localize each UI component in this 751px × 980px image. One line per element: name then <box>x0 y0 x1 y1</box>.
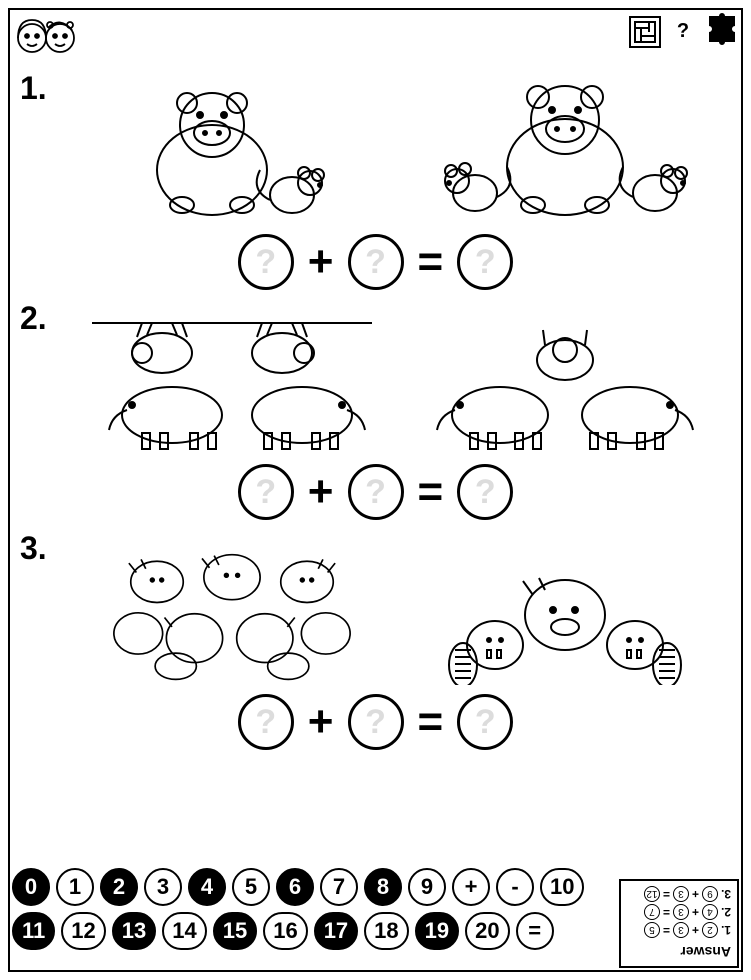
header: ? <box>12 12 739 62</box>
equation-1: ? + ? = ? <box>20 234 731 290</box>
problem-2: 2. <box>20 300 731 520</box>
problem-label: 1. <box>20 70 47 107</box>
chip-11[interactable]: 11 <box>12 912 55 950</box>
chip-8[interactable]: 8 <box>364 868 402 906</box>
chip-plus[interactable]: + <box>452 868 490 906</box>
operand-slot[interactable]: ? <box>238 464 294 520</box>
chip-19[interactable]: 19 <box>415 912 459 950</box>
answer-line-1: 1. 2 + 3 = 5 <box>627 921 731 939</box>
equals-operator: = <box>418 467 444 517</box>
chip-9[interactable]: 9 <box>408 868 446 906</box>
chip-10[interactable]: 10 <box>540 868 584 906</box>
chip-17[interactable]: 17 <box>314 912 358 950</box>
chip-7[interactable]: 7 <box>320 868 358 906</box>
result-slot[interactable]: ? <box>457 464 513 520</box>
chip-15[interactable]: 15 <box>213 912 257 950</box>
problem-label: 3. <box>20 530 47 567</box>
header-icons: ? <box>629 12 739 51</box>
chip-2[interactable]: 2 <box>100 868 138 906</box>
chip-1[interactable]: 1 <box>56 868 94 906</box>
footer: 0 1 2 3 4 5 6 7 8 9 + - 10 11 12 13 14 1… <box>12 868 739 968</box>
equals-operator: = <box>418 697 444 747</box>
operand-slot[interactable]: ? <box>348 694 404 750</box>
chip-5[interactable]: 5 <box>232 868 270 906</box>
operand-slot[interactable]: ? <box>238 234 294 290</box>
problem-2-right-image <box>398 305 731 455</box>
chip-18[interactable]: 18 <box>364 912 408 950</box>
problem-label: 2. <box>20 300 47 337</box>
problem-3-right-image <box>398 535 731 685</box>
chip-12[interactable]: 12 <box>61 912 105 950</box>
operand-slot[interactable]: ? <box>238 694 294 750</box>
problem-3: 3. <box>20 530 731 750</box>
chip-4[interactable]: 4 <box>188 868 226 906</box>
answer-key: Answer 1. 2 + 3 = 5 2. 4 + 3 = 7 3. 9 + … <box>619 879 739 968</box>
question-icon: ? <box>667 16 699 48</box>
number-chips: 0 1 2 3 4 5 6 7 8 9 + - 10 11 12 13 14 1… <box>12 868 602 950</box>
problem-2-left-image <box>65 305 398 455</box>
problem-1-right-image <box>398 75 731 225</box>
problem-1-left-image <box>65 75 398 225</box>
plus-operator: + <box>308 467 334 517</box>
answer-line-2: 2. 4 + 3 = 7 <box>627 903 731 921</box>
plus-operator: + <box>308 237 334 287</box>
result-slot[interactable]: ? <box>457 234 513 290</box>
equation-2: ? + ? = ? <box>20 464 731 520</box>
kids-heads-icon <box>12 12 82 65</box>
chip-20[interactable]: 20 <box>465 912 509 950</box>
plus-operator: + <box>308 697 334 747</box>
operand-slot[interactable]: ? <box>348 234 404 290</box>
chip-6[interactable]: 6 <box>276 868 314 906</box>
operand-slot[interactable]: ? <box>348 464 404 520</box>
equals-operator: = <box>418 237 444 287</box>
answer-title: Answer <box>627 941 731 962</box>
problem-1: 1. <box>20 70 731 290</box>
puzzle-icon <box>705 12 739 51</box>
answer-line-3: 3. 9 + 3 = 12 <box>627 885 731 903</box>
result-slot[interactable]: ? <box>457 694 513 750</box>
chip-equals[interactable]: = <box>516 912 554 950</box>
chip-3[interactable]: 3 <box>144 868 182 906</box>
chip-0[interactable]: 0 <box>12 868 50 906</box>
maze-icon <box>629 16 661 48</box>
equation-3: ? + ? = ? <box>20 694 731 750</box>
problem-3-left-image <box>65 535 398 685</box>
chip-minus[interactable]: - <box>496 868 534 906</box>
worksheet-content: 1. <box>20 70 731 860</box>
chip-16[interactable]: 16 <box>263 912 307 950</box>
chip-14[interactable]: 14 <box>162 912 206 950</box>
chip-13[interactable]: 13 <box>112 912 156 950</box>
